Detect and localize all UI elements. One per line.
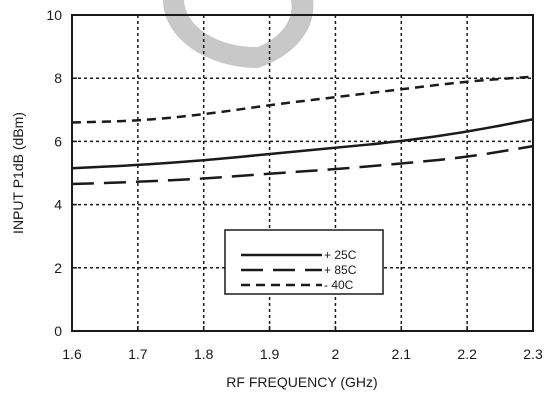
x-tick-label: 2.1 [392, 346, 412, 362]
legend-label-1: + 25C [324, 248, 357, 262]
plot-frame [71, 14, 534, 332]
series-line-3 [71, 75, 534, 124]
x-tick-label: 1.9 [260, 346, 280, 362]
series-line-2 [71, 144, 534, 186]
y-tick-label: 0 [54, 323, 62, 339]
legend-box [224, 229, 384, 295]
series-line-1 [71, 118, 534, 170]
watermark-ring [163, 0, 314, 68]
x-tick-label: 2.3 [523, 346, 543, 362]
y-tick-label: 2 [54, 260, 62, 276]
watermark-ring-shape [163, 0, 314, 68]
x-tick-label: 2.2 [457, 346, 477, 362]
legend-label-3: - 40C [324, 278, 354, 292]
x-tick-label: 1.6 [62, 346, 82, 362]
y-tick-label: 10 [46, 7, 62, 23]
legend: + 25C+ 85C- 40C [224, 229, 384, 295]
x-axis-label: RF FREQUENCY (GHz) [226, 374, 377, 390]
y-tick-label: 6 [54, 133, 62, 149]
series-lines [71, 75, 534, 186]
ticks: 1.6 1.7 1.8 1.9 2 2.1 2.2 2.3 0 2 4 6 8 10 [46, 7, 543, 362]
x-tick-label: 2 [332, 346, 340, 362]
x-tick-label: 1.8 [194, 346, 214, 362]
y-tick-label: 8 [54, 70, 62, 86]
y-tick-label: 4 [54, 197, 62, 213]
x-tick-label: 1.7 [128, 346, 148, 362]
y-axis-label: INPUT P1dB (dBm) [10, 112, 26, 234]
legend-label-2: + 85C [324, 263, 357, 277]
